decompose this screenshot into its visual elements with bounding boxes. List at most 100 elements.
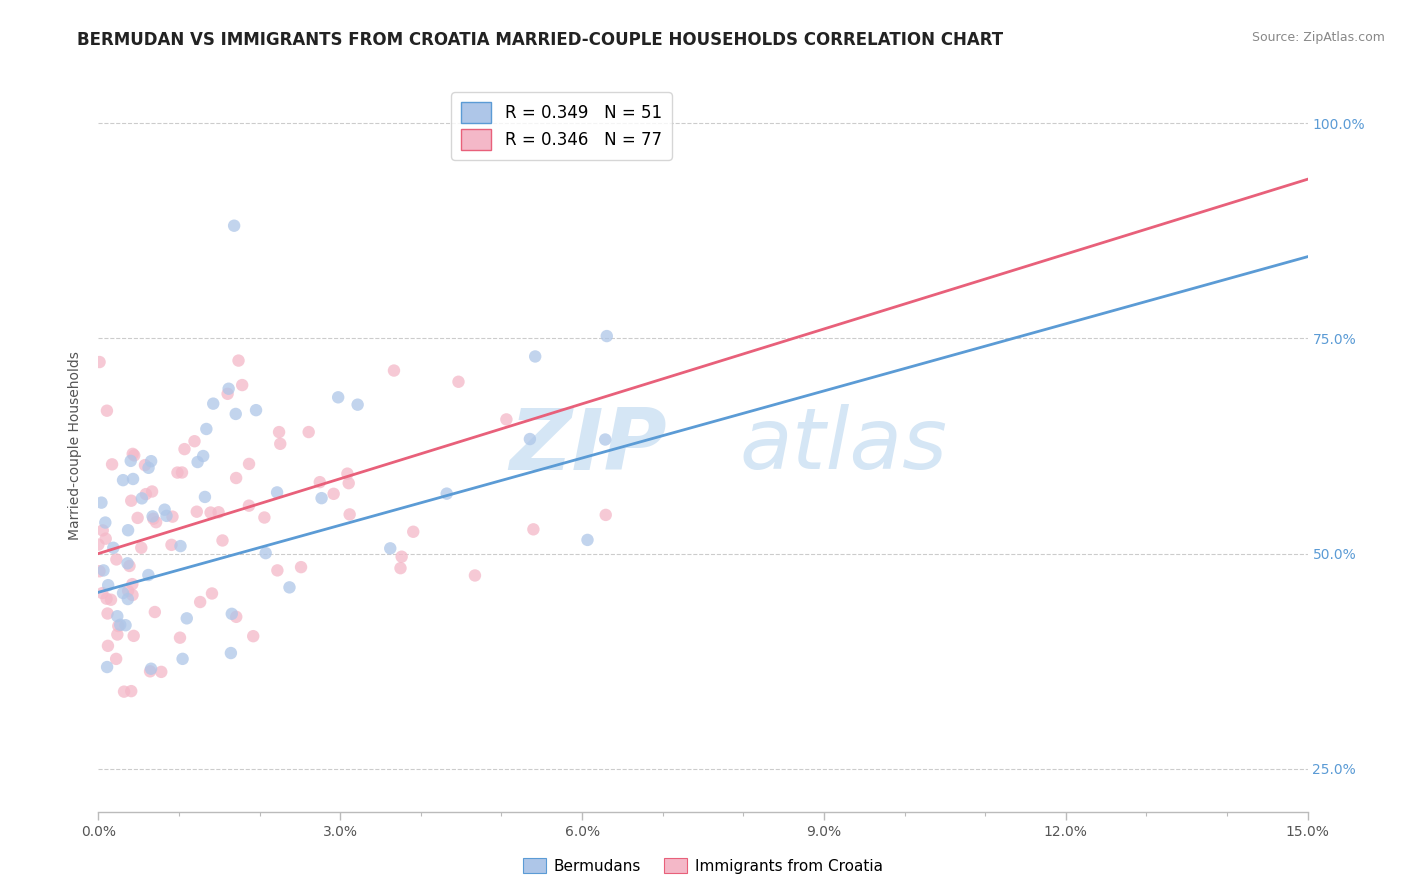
Point	[169, 539, 191, 553]
Point	[145, 515, 167, 529]
Point	[122, 449, 145, 463]
Point	[170, 466, 193, 480]
Point	[89, 355, 111, 369]
Point	[105, 609, 128, 624]
Point	[224, 219, 246, 233]
Point	[112, 586, 135, 600]
Point	[131, 491, 153, 506]
Point	[96, 607, 118, 621]
Point	[105, 552, 128, 566]
Point	[225, 610, 247, 624]
Point	[105, 652, 128, 666]
Text: atlas: atlas	[740, 404, 948, 488]
Point	[238, 457, 260, 471]
Point	[308, 475, 330, 490]
Point	[139, 454, 162, 468]
Point	[225, 471, 247, 485]
Point	[142, 512, 165, 526]
Point	[201, 586, 224, 600]
Point	[447, 375, 470, 389]
Point	[96, 591, 118, 606]
Point	[122, 629, 145, 643]
Point	[121, 588, 143, 602]
Point	[225, 407, 247, 421]
Point	[139, 662, 162, 676]
Text: BERMUDAN VS IMMIGRANTS FROM CROATIA MARRIED-COUPLE HOUSEHOLDS CORRELATION CHART: BERMUDAN VS IMMIGRANTS FROM CROATIA MARR…	[77, 31, 1004, 49]
Point	[195, 422, 218, 436]
Point	[129, 541, 152, 555]
Point	[166, 466, 188, 480]
Point	[96, 403, 118, 417]
Point	[117, 557, 139, 571]
Point	[183, 434, 205, 449]
Point	[524, 350, 547, 364]
Point	[200, 506, 222, 520]
Point	[266, 563, 288, 577]
Point	[118, 558, 141, 573]
Point	[107, 619, 129, 633]
Point	[91, 524, 114, 538]
Point	[120, 454, 142, 468]
Point	[186, 505, 208, 519]
Point	[143, 605, 166, 619]
Point	[94, 532, 117, 546]
Point	[346, 398, 368, 412]
Point	[160, 538, 183, 552]
Point	[89, 564, 111, 578]
Point	[135, 487, 157, 501]
Point	[91, 586, 114, 600]
Point	[336, 467, 359, 481]
Point	[202, 397, 225, 411]
Point	[311, 491, 333, 505]
Point	[290, 560, 312, 574]
Point	[120, 493, 142, 508]
Point	[593, 433, 616, 447]
Point	[112, 684, 135, 698]
Y-axis label: Married-couple Households: Married-couple Households	[69, 351, 83, 541]
Point	[87, 538, 110, 552]
Point	[266, 485, 288, 500]
Point	[217, 386, 239, 401]
Point	[254, 546, 277, 560]
Point	[188, 595, 211, 609]
Point	[162, 509, 184, 524]
Point	[134, 458, 156, 472]
Point	[96, 660, 118, 674]
Point	[278, 580, 301, 594]
Point	[121, 577, 143, 591]
Point	[576, 533, 599, 547]
Point	[595, 508, 617, 522]
Point	[382, 363, 405, 377]
Legend: Bermudans, Immigrants from Croatia: Bermudans, Immigrants from Croatia	[517, 852, 889, 880]
Legend: R = 0.349   N = 51, R = 0.346   N = 77: R = 0.349 N = 51, R = 0.346 N = 77	[451, 92, 672, 160]
Point	[150, 665, 173, 679]
Point	[436, 486, 458, 500]
Point	[173, 442, 195, 456]
Point	[380, 541, 402, 556]
Point	[194, 490, 217, 504]
Point	[242, 629, 264, 643]
Point	[218, 382, 240, 396]
Point	[193, 449, 215, 463]
Point	[138, 568, 160, 582]
Point	[112, 473, 135, 487]
Point	[97, 639, 120, 653]
Point	[127, 511, 149, 525]
Text: Source: ZipAtlas.com: Source: ZipAtlas.com	[1251, 31, 1385, 45]
Point	[155, 508, 177, 523]
Point	[139, 665, 162, 679]
Point	[402, 524, 425, 539]
Point	[97, 578, 120, 592]
Point	[114, 618, 136, 632]
Point	[391, 549, 413, 564]
Point	[138, 460, 160, 475]
Point	[253, 510, 276, 524]
Point	[328, 390, 350, 404]
Point	[211, 533, 233, 548]
Point	[231, 378, 253, 392]
Point	[322, 487, 344, 501]
Point	[596, 329, 619, 343]
Point	[238, 499, 260, 513]
Text: ZIP: ZIP	[509, 404, 666, 488]
Point	[389, 561, 412, 575]
